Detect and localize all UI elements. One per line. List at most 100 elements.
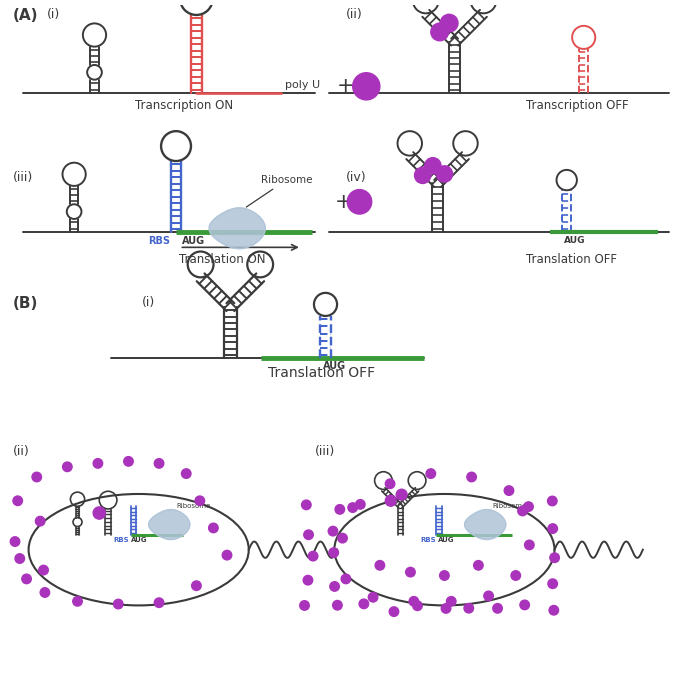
Circle shape	[353, 73, 380, 100]
Circle shape	[406, 567, 415, 577]
Polygon shape	[149, 510, 190, 539]
Circle shape	[39, 565, 49, 575]
Circle shape	[524, 502, 533, 511]
Circle shape	[396, 489, 407, 500]
Circle shape	[369, 593, 378, 602]
Circle shape	[385, 495, 396, 506]
Circle shape	[62, 462, 72, 471]
Circle shape	[333, 601, 342, 610]
Circle shape	[548, 524, 558, 533]
Circle shape	[36, 516, 45, 526]
Circle shape	[511, 570, 521, 580]
Text: (ii): (ii)	[13, 445, 29, 458]
Text: RBS: RBS	[149, 236, 171, 246]
Circle shape	[547, 496, 557, 506]
Circle shape	[426, 469, 436, 478]
Text: AUG: AUG	[323, 362, 346, 371]
Circle shape	[520, 600, 530, 610]
Text: AUG: AUG	[438, 537, 454, 544]
Text: Ribosome: Ribosome	[176, 503, 210, 509]
Text: Translation OFF: Translation OFF	[268, 367, 375, 380]
Text: Translation OFF: Translation OFF	[526, 253, 617, 266]
Text: (iii): (iii)	[13, 172, 33, 184]
Circle shape	[15, 554, 25, 564]
Circle shape	[518, 506, 527, 516]
Circle shape	[32, 472, 42, 482]
Circle shape	[356, 500, 365, 509]
Circle shape	[414, 167, 431, 183]
Circle shape	[114, 599, 123, 609]
Text: (i): (i)	[47, 8, 60, 21]
Circle shape	[431, 23, 449, 41]
Text: (ii): (ii)	[346, 8, 362, 21]
Text: AUG: AUG	[132, 537, 148, 544]
Circle shape	[550, 553, 560, 562]
Text: Translation ON: Translation ON	[179, 253, 266, 266]
Circle shape	[154, 459, 164, 468]
Circle shape	[441, 604, 451, 613]
Text: Transcription ON: Transcription ON	[135, 99, 234, 112]
Circle shape	[375, 561, 384, 570]
Polygon shape	[464, 510, 506, 539]
Circle shape	[440, 570, 449, 580]
Circle shape	[13, 496, 23, 506]
Circle shape	[40, 588, 49, 597]
Circle shape	[548, 579, 558, 588]
Circle shape	[484, 591, 493, 601]
Circle shape	[359, 599, 369, 608]
Text: (B): (B)	[13, 296, 38, 311]
Circle shape	[436, 166, 453, 182]
Text: Transcription OFF: Transcription OFF	[526, 99, 629, 112]
Text: +: +	[335, 192, 353, 212]
Text: Ribosome: Ribosome	[247, 175, 312, 207]
Circle shape	[301, 500, 311, 510]
Circle shape	[93, 459, 103, 468]
Circle shape	[300, 601, 309, 610]
Text: (iii): (iii)	[315, 445, 336, 458]
Circle shape	[425, 158, 441, 174]
Text: (A): (A)	[13, 8, 38, 23]
Circle shape	[303, 530, 313, 539]
Circle shape	[73, 597, 82, 606]
Circle shape	[473, 561, 483, 570]
Circle shape	[328, 526, 338, 536]
Circle shape	[447, 597, 456, 606]
Circle shape	[192, 581, 201, 590]
Text: +: +	[337, 76, 355, 96]
Text: (iv): (iv)	[346, 172, 366, 184]
Circle shape	[329, 548, 338, 557]
Circle shape	[154, 598, 164, 608]
Circle shape	[347, 189, 372, 214]
Circle shape	[389, 607, 399, 617]
Circle shape	[467, 472, 476, 482]
Text: poly U: poly U	[285, 81, 320, 90]
Circle shape	[338, 533, 347, 543]
Text: (i): (i)	[142, 296, 155, 309]
Circle shape	[22, 574, 32, 584]
Circle shape	[93, 507, 105, 519]
Text: RBS: RBS	[420, 537, 436, 544]
Circle shape	[412, 601, 422, 610]
Circle shape	[493, 604, 502, 613]
Circle shape	[504, 486, 514, 495]
Circle shape	[329, 582, 339, 591]
Text: Ribosome: Ribosome	[492, 503, 526, 509]
Circle shape	[525, 540, 534, 550]
Text: AUG: AUG	[182, 236, 205, 246]
Polygon shape	[209, 208, 265, 249]
Circle shape	[385, 479, 395, 489]
Circle shape	[209, 523, 218, 533]
Circle shape	[348, 503, 358, 513]
Circle shape	[222, 551, 232, 560]
Circle shape	[182, 469, 191, 478]
Circle shape	[341, 574, 351, 584]
Circle shape	[409, 597, 419, 606]
Circle shape	[124, 457, 133, 466]
Circle shape	[549, 606, 558, 615]
Circle shape	[303, 575, 312, 585]
Text: RBS: RBS	[114, 537, 129, 544]
Text: AUG: AUG	[564, 236, 586, 245]
Circle shape	[10, 537, 20, 546]
Circle shape	[335, 504, 345, 514]
Circle shape	[464, 604, 473, 613]
